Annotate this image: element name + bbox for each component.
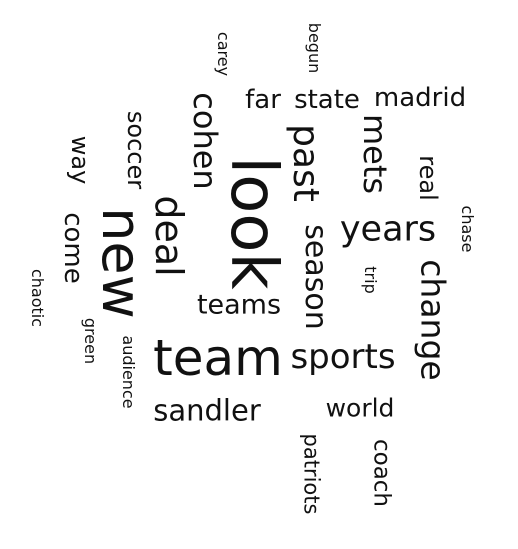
- word-change: change: [413, 259, 453, 381]
- word-team: team: [153, 329, 283, 387]
- word-carey: carey: [214, 31, 233, 77]
- word-chase: chase: [458, 205, 477, 253]
- word-cohen: cohen: [186, 92, 224, 190]
- word-way: way: [66, 135, 94, 185]
- word-mets: mets: [356, 113, 394, 195]
- word-season: season: [298, 224, 333, 330]
- word-begun: begun: [305, 22, 324, 74]
- word-patriots: patriots: [299, 433, 324, 515]
- word-look: look: [216, 156, 290, 290]
- word-past: past: [285, 124, 326, 202]
- word-teams: teams: [196, 289, 282, 321]
- word-real: real: [414, 155, 442, 201]
- word-far: far: [245, 85, 281, 115]
- word-deal: deal: [147, 195, 191, 277]
- word-green: green: [81, 317, 100, 365]
- word-chaotic: chaotic: [28, 268, 47, 328]
- word-sandler: sandler: [153, 393, 261, 428]
- word-world: world: [325, 393, 395, 423]
- word-madrid: madrid: [373, 83, 467, 113]
- word-come: come: [58, 212, 88, 284]
- word-coach: coach: [368, 438, 395, 508]
- word-sports: sports: [290, 337, 396, 377]
- word-soccer: soccer: [122, 110, 150, 190]
- word-years: years: [339, 209, 437, 250]
- word-trip: trip: [361, 266, 380, 294]
- word-audience: audience: [119, 335, 138, 409]
- word-state: state: [294, 85, 360, 115]
- word-new: new: [90, 207, 153, 319]
